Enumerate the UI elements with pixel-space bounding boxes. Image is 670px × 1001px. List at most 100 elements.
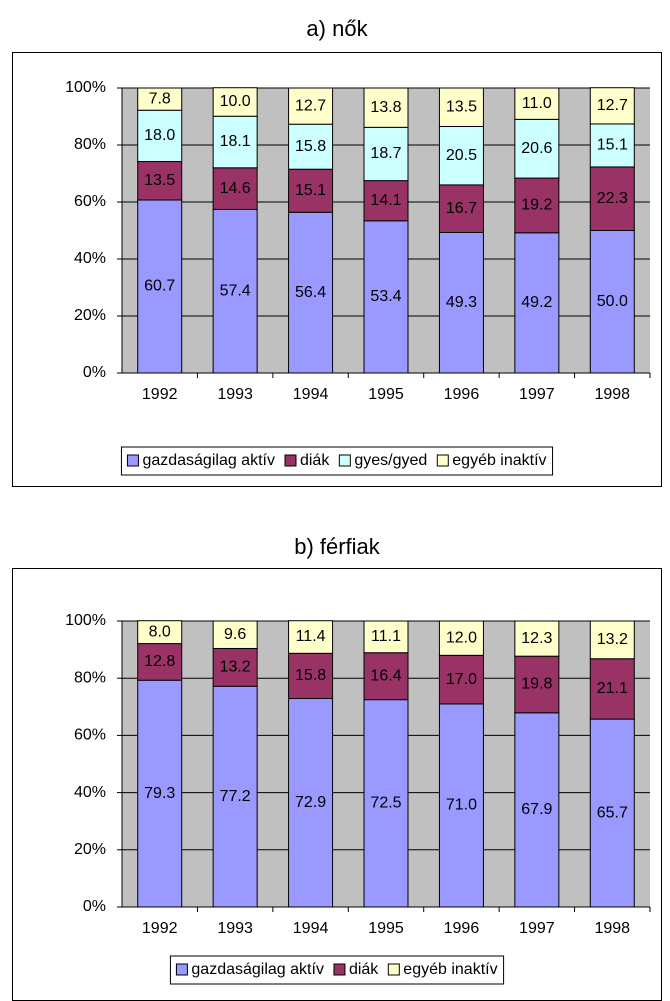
legend-swatch	[126, 454, 139, 467]
data-label: 18.1	[220, 133, 251, 150]
bar-segment	[438, 620, 484, 656]
bar-segment	[137, 109, 183, 163]
bar-segment	[288, 87, 334, 125]
bar-segment	[137, 620, 183, 645]
bar-segment	[137, 199, 183, 374]
y-tick-label: 40%	[74, 784, 106, 801]
legend-label: gazdaságilag aktív	[142, 452, 275, 469]
data-label: 65.7	[597, 804, 628, 821]
bar-segment	[514, 655, 560, 714]
data-label: 12.7	[597, 97, 628, 114]
bar-segment	[288, 211, 334, 374]
data-label: 53.4	[370, 288, 401, 305]
bar-segment	[438, 231, 484, 374]
y-tick-label: 20%	[74, 307, 106, 324]
legend-label: gazdaságilag aktív	[191, 961, 324, 978]
data-label: 56.4	[295, 284, 326, 301]
legend-swatch	[284, 454, 297, 467]
legend-label: diák	[300, 452, 330, 469]
bar-segment	[363, 126, 409, 182]
data-label: 79.3	[144, 785, 175, 802]
bar-segment	[589, 230, 635, 374]
bar-segment	[589, 166, 635, 232]
bar-segment	[514, 87, 560, 120]
data-label: 57.4	[220, 282, 251, 299]
data-label: 14.6	[220, 180, 251, 197]
data-label: 13.8	[370, 99, 401, 116]
x-tick-label: 1998	[594, 386, 630, 403]
data-label: 21.1	[597, 680, 628, 697]
y-tick-label: 100%	[65, 79, 106, 96]
data-label: 72.5	[370, 795, 401, 812]
bar-segment	[288, 652, 334, 700]
legend-swatch	[387, 963, 400, 976]
data-label: 12.0	[446, 629, 477, 646]
legend-box	[120, 446, 554, 476]
x-tick-label: 1997	[519, 386, 555, 403]
chart-title: a) nők	[306, 16, 368, 41]
data-label: 13.2	[220, 659, 251, 676]
bar-segment	[363, 620, 409, 654]
data-label: 50.0	[597, 293, 628, 310]
data-label: 11.1	[371, 628, 401, 645]
bar-segment	[514, 177, 560, 234]
legend-swatch	[338, 454, 351, 467]
bar-segment	[212, 620, 258, 649]
y-tick-label: 40%	[74, 250, 106, 267]
bar-segment	[212, 208, 258, 374]
data-label: 71.0	[446, 797, 477, 814]
bar-segment	[589, 87, 635, 125]
legend-label: diák	[349, 961, 379, 978]
bar-segment	[438, 184, 484, 233]
x-tick-label: 1992	[142, 386, 178, 403]
y-tick-label: 60%	[74, 727, 106, 744]
y-tick-label: 0%	[83, 364, 106, 381]
bar-segment	[438, 654, 484, 705]
legend-swatch	[436, 454, 449, 467]
bar-segment	[288, 123, 334, 170]
chart-title: b) férfiak	[294, 534, 381, 559]
data-label: 19.2	[521, 197, 552, 214]
bar-segment	[212, 685, 258, 908]
data-label: 77.2	[220, 788, 251, 805]
data-label: 13.5	[446, 98, 477, 115]
legend-label: egyéb inaktív	[452, 452, 546, 469]
bar-segment	[288, 168, 334, 213]
bar-segment	[589, 123, 635, 168]
y-tick-label: 60%	[74, 193, 106, 210]
data-label: 13.2	[597, 631, 628, 648]
x-tick-label: 1995	[368, 386, 404, 403]
data-label: 18.0	[144, 127, 175, 144]
x-tick-label: 1998	[594, 920, 630, 937]
x-tick-label: 1993	[217, 386, 253, 403]
legend-swatch	[333, 963, 346, 976]
data-label: 10.0	[220, 93, 251, 110]
data-label: 12.7	[295, 97, 326, 114]
data-label: 9.6	[224, 626, 246, 643]
data-label: 18.7	[370, 145, 401, 162]
y-tick-label: 80%	[74, 669, 106, 686]
legend-box	[169, 955, 505, 985]
bar-segment	[514, 232, 560, 374]
bar-segment	[212, 87, 258, 117]
bar-segment	[212, 647, 258, 687]
data-label: 15.1	[597, 137, 628, 154]
data-label: 20.6	[521, 140, 552, 157]
data-label: 14.1	[370, 192, 401, 209]
x-tick-label: 1995	[368, 920, 404, 937]
y-tick-label: 80%	[74, 136, 106, 153]
bar-segment	[438, 87, 484, 127]
data-label: 60.7	[144, 278, 175, 295]
bar-segment	[438, 703, 484, 908]
bar-segment	[589, 718, 635, 908]
x-tick-label: 1994	[293, 920, 329, 937]
data-label: 49.2	[521, 294, 552, 311]
data-label: 16.4	[370, 667, 401, 684]
bar-segment	[363, 699, 409, 908]
data-label: 16.7	[446, 200, 477, 217]
y-tick-label: 0%	[83, 898, 106, 915]
data-label: 72.9	[295, 794, 326, 811]
x-tick-label: 1993	[217, 920, 253, 937]
data-label: 12.3	[521, 630, 552, 647]
